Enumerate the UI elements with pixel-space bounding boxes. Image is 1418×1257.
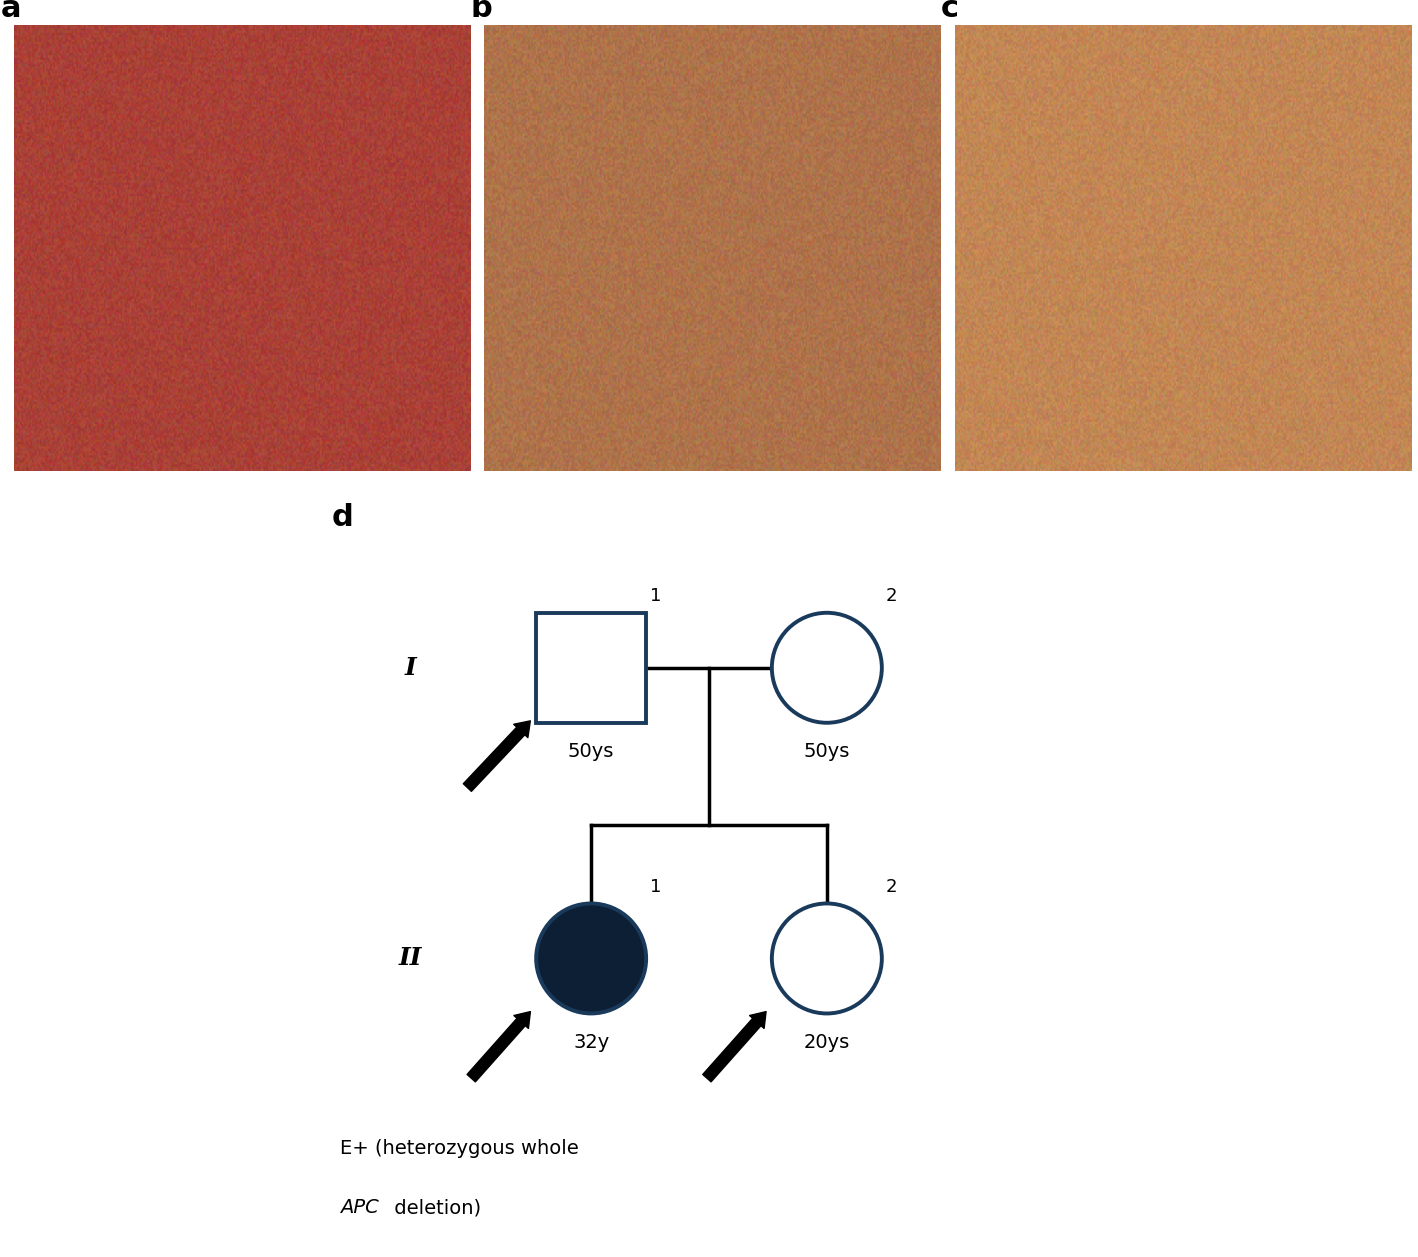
Text: 50ys: 50ys: [569, 743, 614, 762]
Text: I: I: [404, 656, 417, 680]
Text: APC: APC: [340, 1198, 379, 1217]
Bar: [536, 613, 647, 723]
Text: 32y: 32y: [573, 1033, 610, 1052]
Text: b: b: [471, 0, 492, 23]
Text: 2: 2: [886, 587, 898, 605]
Text: E+ (heterozygous whole: E+ (heterozygous whole: [340, 1139, 579, 1158]
Text: d: d: [332, 503, 353, 532]
Text: c: c: [942, 0, 959, 23]
Text: 20ys: 20ys: [804, 1033, 849, 1052]
FancyArrowPatch shape: [703, 1012, 766, 1082]
Text: 1: 1: [649, 587, 661, 605]
Text: 2: 2: [886, 877, 898, 895]
FancyArrowPatch shape: [464, 720, 530, 792]
Text: a: a: [0, 0, 21, 23]
Circle shape: [771, 612, 882, 723]
Text: deletion): deletion): [389, 1198, 482, 1217]
FancyArrowPatch shape: [467, 1012, 530, 1082]
Text: 50ys: 50ys: [804, 743, 849, 762]
Circle shape: [771, 904, 882, 1013]
Text: II: II: [398, 947, 423, 970]
Circle shape: [536, 904, 647, 1013]
Text: 1: 1: [649, 877, 661, 895]
